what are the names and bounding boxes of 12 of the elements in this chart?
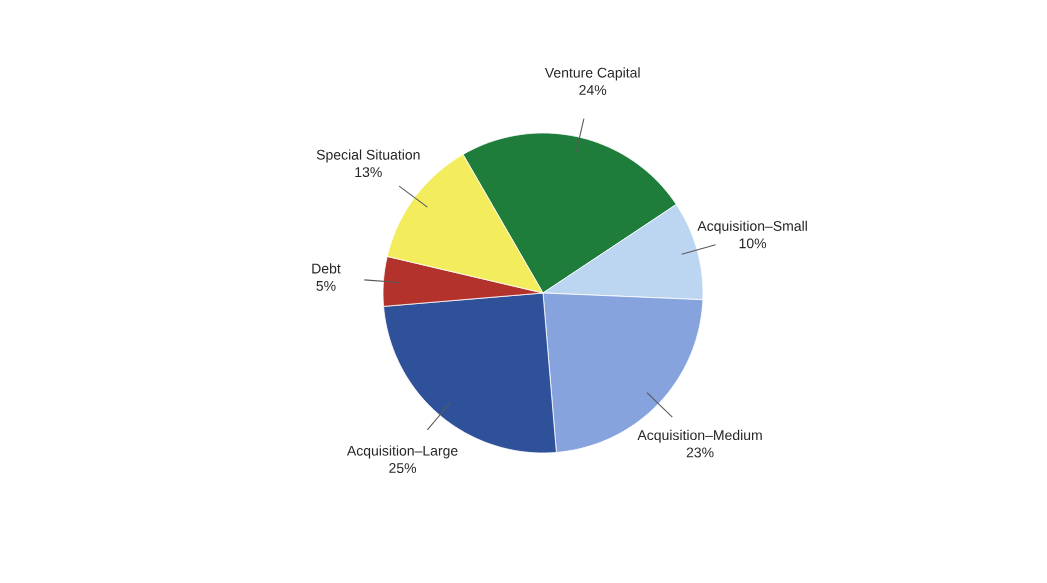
data-label: 13%: [355, 167, 382, 178]
data-label: 24%: [579, 85, 607, 95]
slice-label: Acquisition–Small: [697, 220, 807, 234]
slice-label: Venture Capital: [544, 67, 640, 81]
slice-label: Special Situation: [316, 149, 420, 163]
data-label: 5%: [316, 281, 336, 291]
slice-label: Acquisition–Large: [346, 445, 458, 459]
data-label: 10%: [739, 238, 767, 249]
data-label: 23%: [686, 447, 714, 458]
data-label: 25%: [389, 463, 417, 474]
slice-label: Debt: [312, 263, 341, 274]
slice-label: Acquisition–Medium: [637, 429, 762, 443]
